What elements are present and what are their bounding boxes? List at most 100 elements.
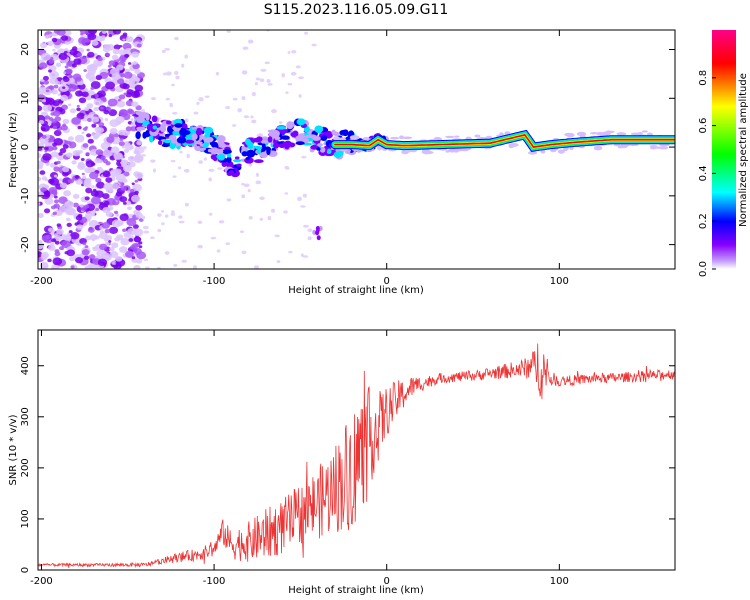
spectrogram-sparse-blob — [178, 166, 182, 170]
spectrogram-noise-blob — [112, 48, 120, 55]
spectrogram-ridge-blob — [152, 125, 158, 130]
spectrogram-ridge-blob — [209, 147, 220, 154]
spectrogram-sparse-blob — [138, 148, 145, 153]
spectrogram-sparse-blob — [216, 249, 221, 253]
spectrogram-sparse-blob — [264, 61, 270, 65]
spectrogram-noise-blob — [54, 209, 63, 217]
spectrogram-noise-blob — [119, 196, 128, 203]
spectrogram-ridge-blob — [278, 143, 286, 149]
spectrogram-noise-blob — [118, 141, 125, 147]
spectrogram-noise-blob — [134, 84, 144, 92]
spectrogram-noise-blob — [50, 189, 57, 195]
spectrogram-band-blob — [402, 136, 413, 140]
spectrogram-noise-blob — [38, 202, 41, 206]
spectrogram-noise-blob — [76, 104, 80, 108]
spectrogram-sparse-blob — [208, 177, 212, 182]
spectrogram-ridge-blob — [311, 135, 321, 142]
spectrogram-noise-blob — [67, 141, 77, 149]
spectrogram-ridge-blob — [299, 133, 305, 138]
spectrogram-ridge-blob — [136, 126, 146, 131]
spectrogram-noise-blob — [113, 152, 123, 160]
spectrogram-sparse-blob — [196, 101, 200, 106]
spectrogram-sparse-blob — [208, 212, 213, 216]
spectrogram-ridge-blob — [191, 133, 198, 140]
spectrogram-noise-blob — [133, 236, 142, 243]
spectrogram-noise-blob — [111, 54, 119, 61]
spectrogram-sparse-blob — [255, 77, 260, 81]
snr-frame — [37, 329, 676, 571]
spectrogram-ridge-blob — [182, 130, 191, 136]
spectrogram-noise-blob — [111, 73, 121, 81]
spectrogram-noise-blob — [99, 201, 104, 205]
spectrogram-noise-blob — [62, 76, 70, 83]
spectrogram-noise-blob — [103, 182, 113, 191]
spectrogram-ridge-blob — [234, 156, 240, 160]
spectrogram-noise-blob — [85, 187, 93, 194]
spectrogram-ridge-blob — [232, 159, 242, 163]
spectrogram-x-tick-label: 100 — [550, 276, 569, 287]
spectrogram-noise-blob — [56, 160, 61, 165]
spectrogram-sparse-blob — [255, 172, 259, 177]
spectrogram-sparse-blob — [157, 213, 162, 217]
spectrogram-ridge-blob — [286, 121, 294, 130]
spectrogram-noise-blob — [105, 52, 110, 57]
spectrogram-sparse-blob — [302, 255, 309, 258]
spectrogram-noise-blob — [45, 234, 51, 240]
spectrogram-noise-blob — [119, 45, 123, 48]
spectrogram-noise-blob — [111, 219, 122, 228]
spectrogram-ridge-blob — [261, 143, 266, 151]
spectrogram-noise-blob — [51, 89, 58, 95]
spectrogram-sparse-blob — [198, 160, 203, 164]
snr-x-tick-label: -200 — [30, 576, 53, 587]
spectrogram-noise-blob — [105, 81, 116, 90]
spectrogram-sparse-blob — [255, 180, 262, 185]
spectrogram-sparse-blob — [178, 215, 183, 219]
spectrogram-noise-blob — [40, 52, 51, 61]
spectrogram-noise-blob — [123, 171, 130, 177]
spectrogram-noise-blob — [128, 78, 136, 85]
spectrogram-band-blob — [486, 135, 493, 140]
spectrogram-sparse-blob — [183, 168, 190, 173]
spectrogram-sparse-blob — [157, 228, 162, 233]
spectrogram-band-blob — [566, 132, 575, 138]
snr-x-ticks: -200 -100 0 100 — [30, 330, 569, 587]
spectrogram-sparse-blob — [193, 111, 199, 115]
spectrogram-noise-blob — [88, 263, 95, 269]
spectrogram-noise-blob — [39, 62, 48, 69]
spectrogram-band-blob — [399, 135, 405, 140]
spectrogram-noise-blob — [87, 138, 94, 144]
spectrogram-noise-blob — [41, 134, 47, 139]
spectrogram-ridge-blob — [266, 147, 271, 156]
spectrogram-sparse-blob — [226, 198, 232, 202]
spectrogram-sparse-blob — [179, 150, 183, 154]
spectrogram-ridge-blob — [295, 134, 301, 143]
spectrogram-noise-blob — [97, 258, 108, 267]
spectrogram-noise-blob — [67, 83, 78, 92]
spectrogram-noise-blob — [47, 40, 54, 47]
spectrogram-noise-blob — [81, 131, 85, 135]
spectrogram-noise-blob — [42, 153, 52, 161]
spectrogram-band-blob — [461, 148, 469, 152]
spectrogram-noise-blob — [99, 230, 105, 234]
spectrogram-noise-blob — [85, 152, 90, 156]
spectrogram-sparse-blob — [193, 265, 197, 269]
spectrogram-band-blob — [576, 131, 587, 137]
spectrogram-sparse-blob — [161, 49, 166, 53]
spectrogram-noise-blob — [93, 133, 100, 139]
snr-panel: -200 -100 0 100 0 100 200 300 400 Height of str… — [8, 329, 676, 596]
spectrogram-ridge-blob — [342, 129, 349, 137]
spectrogram-noise-blob — [122, 201, 127, 205]
spectrogram-sparse-blob — [302, 193, 307, 198]
spectrogram-noise-blob — [59, 147, 67, 154]
spectrogram-noise-blob — [103, 44, 108, 49]
spectrogram-sparse-blob — [143, 258, 149, 262]
spectrogram-sparse-blob — [174, 70, 179, 76]
spectrogram-noise-blob — [130, 118, 134, 121]
colorbar: 0.0 0.2 0.4 0.6 0.8 Normalized spectral ampl… — [698, 30, 749, 277]
snr-x-tick-label: 100 — [550, 576, 569, 587]
spectrogram-noise-blob — [96, 181, 105, 189]
spectrogram-noise-blob — [66, 81, 71, 85]
spectrogram-noise-blob — [95, 75, 103, 81]
spectrogram-sparse-blob — [301, 155, 307, 159]
spectrogram-ridge-blob — [161, 121, 167, 127]
